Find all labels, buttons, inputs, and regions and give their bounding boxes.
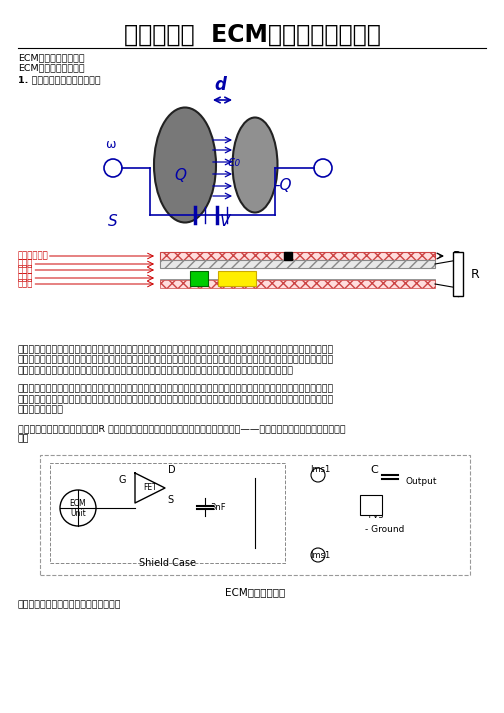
Text: - Ground: - Ground — [365, 525, 404, 535]
Text: 于是在电容器的两极之间就有了电荷量。当声波使振动膜振动而产生位移时，改变了电容器的电容量，电容量的改变使电容器: 于是在电容器的两极之间就有了电荷量。当声波使振动膜振动而产生位移时，改变了电容器… — [18, 395, 334, 404]
Text: RL: RL — [365, 501, 376, 510]
FancyBboxPatch shape — [40, 455, 470, 575]
Bar — [160, 252, 435, 260]
Text: ECM基本动作回路: ECM基本动作回路 — [225, 587, 285, 597]
Bar — [360, 495, 382, 515]
Text: Unit: Unit — [70, 508, 86, 518]
Text: ε₀: ε₀ — [227, 155, 240, 169]
Text: V: V — [220, 215, 230, 230]
Text: R: R — [471, 267, 480, 280]
Text: D: D — [168, 465, 176, 475]
Text: +Vs: +Vs — [365, 511, 383, 520]
Text: 气隙，这就形成一个以空气隙和驻极体作绝缘介质，以背极和振动膜上的金属层作为两个电极的介质电容器，: 气隙，这就形成一个以空气隙和驻极体作绝缘介质，以背极和振动膜上的金属层作为两个电… — [18, 366, 294, 375]
Text: 金属的振动膜与一个带有若干小孔贴有驻极体薄膜的金属电极（称为背极）构成。驻极体面与振动膜相对，中间有一极小的空: 金属的振动膜与一个带有若干小孔贴有驻极体薄膜的金属电极（称为背极）构成。驻极体面… — [18, 356, 334, 364]
Text: S: S — [108, 215, 118, 230]
Text: ECM麦克风的技术简介: ECM麦克风的技术简介 — [18, 63, 85, 73]
Text: 应的交变电场。交变电场作用于R 就形成了与声波信号对应的电信号，于是就完成子声——电转换的功能。实际应用其模型如: 应的交变电场。交变电场作用于R 就形成了与声波信号对应的电信号，于是就完成子声—… — [18, 424, 346, 433]
Text: Shield Case: Shield Case — [139, 558, 196, 568]
Bar — [218, 271, 256, 286]
Text: 3nF: 3nF — [210, 503, 226, 511]
Text: 驻极体是一种能长久保持电极化状态的电介质，这种电介质是一种高分子聚合物，它的工作原理是电容式的：由一片单面涂有: 驻极体是一种能长久保持电极化状态的电介质，这种电介质是一种高分子聚合物，它的工作… — [18, 345, 334, 354]
Text: （完整版）  ECM麦克风的技术简介: （完整版） ECM麦克风的技术简介 — [123, 23, 381, 47]
Bar — [453, 252, 463, 296]
Text: ω: ω — [105, 138, 115, 151]
Text: 电容器的两极之间并接一只电阶，这只电阶是麦克风的阻抗变换器或前置放大器的输入电阶。由于驻极体上分布有自由电荷，: 电容器的两极之间并接一只电阶，这只电阶是麦克风的阻抗变换器或前置放大器的输入电阶… — [18, 384, 334, 394]
Text: 1. 驻极体麦克风的原理及构造: 1. 驻极体麦克风的原理及构造 — [18, 76, 101, 85]
Text: ECM: ECM — [70, 498, 86, 508]
Text: -Q: -Q — [274, 178, 292, 193]
Bar — [160, 279, 435, 284]
Bar — [160, 280, 435, 288]
Text: C: C — [370, 465, 378, 475]
Text: d: d — [214, 76, 226, 94]
Text: 驻极体麦克风之声学结构，举例如下图：: 驻极体麦克风之声学结构，举例如下图： — [18, 600, 121, 609]
Text: 下：: 下： — [18, 434, 30, 443]
Text: FET: FET — [143, 483, 157, 493]
Bar — [190, 271, 208, 286]
Bar — [160, 260, 435, 268]
Text: 振动膜: 振动膜 — [18, 274, 33, 282]
Text: S: S — [167, 495, 173, 505]
Text: 金属层: 金属层 — [18, 279, 33, 289]
Text: 的输出端产生了相: 的输出端产生了相 — [18, 406, 64, 414]
Text: ECM麦克风的技术简介: ECM麦克风的技术简介 — [18, 53, 85, 63]
Ellipse shape — [232, 118, 278, 212]
Text: 驻极体: 驻极体 — [18, 260, 33, 269]
Text: Output: Output — [405, 478, 436, 486]
Bar — [284, 252, 292, 260]
Text: R: R — [453, 250, 462, 262]
Ellipse shape — [154, 108, 216, 222]
Text: 电极（背极）: 电极（背极） — [18, 252, 49, 260]
FancyBboxPatch shape — [50, 463, 285, 563]
Text: Ims1: Ims1 — [310, 550, 330, 560]
Text: Q: Q — [174, 168, 186, 183]
Text: Ims1: Ims1 — [310, 466, 330, 474]
Text: 空气层: 空气层 — [18, 265, 33, 275]
Text: G: G — [118, 475, 126, 485]
